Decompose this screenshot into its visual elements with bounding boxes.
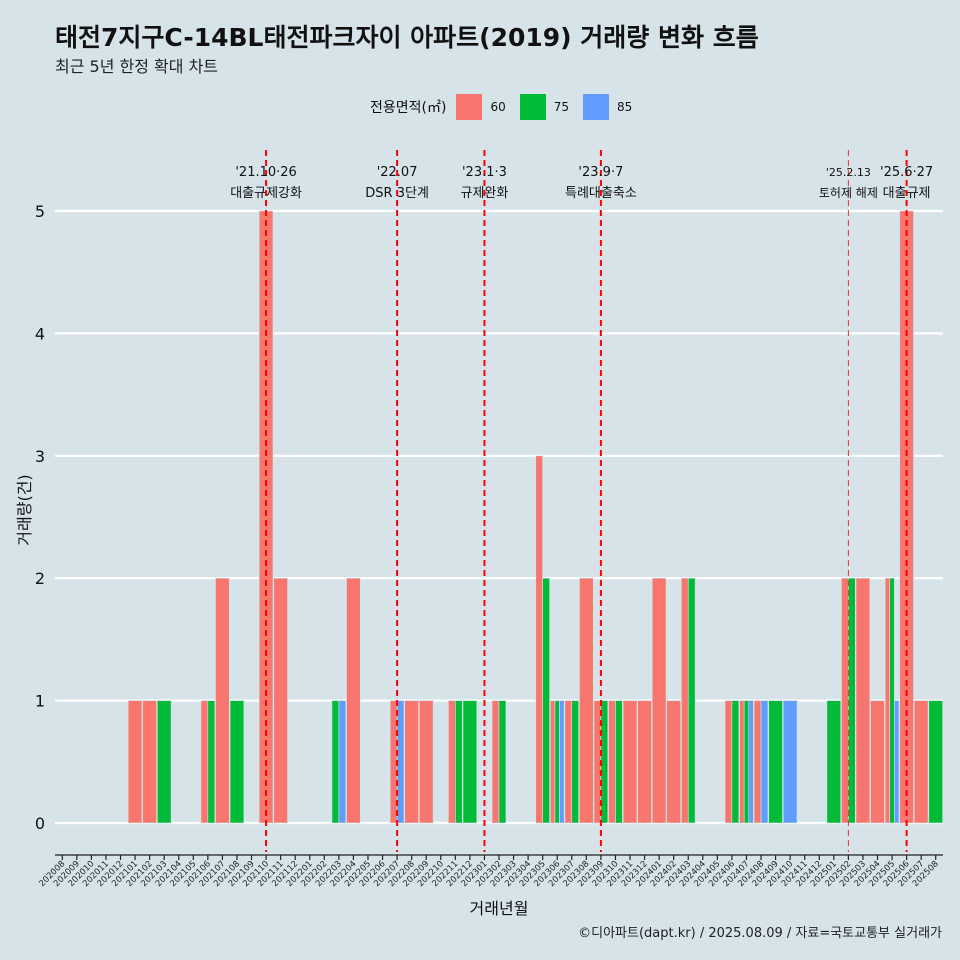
source-caption: ©디아파트(dapt.kr) / 2025.08.09 / 자료=국토교통부 실… <box>578 926 942 941</box>
bar-202102-60 <box>142 700 157 824</box>
legend-item-85: 85 <box>583 93 640 120</box>
bar-202406-75 <box>731 700 740 824</box>
y-tick-label: 0 <box>35 814 45 833</box>
y-axis-title: 거래량(건) <box>15 474 34 545</box>
bar-202407-75 <box>743 700 750 824</box>
bar-202209-60 <box>418 700 434 824</box>
legend-item-75: 75 <box>519 93 577 120</box>
bar-202507-60 <box>913 700 929 824</box>
bar-202204-60 <box>346 577 361 824</box>
legend-swatch-60 <box>456 93 483 120</box>
bar-202302-60 <box>491 700 500 824</box>
event-date-label: '22.07 <box>377 165 418 180</box>
bar-202212-75 <box>462 700 478 824</box>
bar-202203-85 <box>338 700 347 824</box>
y-tick-label: 5 <box>35 202 45 221</box>
event-desc-label: 대출규제 <box>883 186 931 201</box>
bar-202308-60 <box>579 577 594 824</box>
bar-202403-60 <box>681 577 689 824</box>
bar-202310-75 <box>615 700 623 824</box>
bar-202501-75 <box>826 700 842 824</box>
bar-202306-85 <box>559 700 565 824</box>
bar-202408-60 <box>753 700 762 824</box>
event-date-label: '23.1·3 <box>462 165 507 180</box>
y-tick-label: 3 <box>35 447 45 466</box>
bar-202208-60 <box>404 700 419 824</box>
bar-202111-60 <box>273 577 288 824</box>
bar-202502-75 <box>848 577 856 824</box>
bar-202107-60 <box>215 577 230 824</box>
bar-202103-75 <box>156 700 172 824</box>
bar-202305-60 <box>535 455 543 824</box>
event-date-label: '25.2.13 <box>826 166 871 179</box>
legend-label-85: 85 <box>617 99 633 114</box>
legend: 전용면적(㎡) 60 75 85 <box>370 93 646 120</box>
bar-202311-60 <box>622 700 638 824</box>
bar-202309-75 <box>600 700 609 824</box>
bar-202505-60 <box>884 577 891 824</box>
bar-202508-75 <box>928 700 943 824</box>
legend-title: 전용면적(㎡) <box>370 99 447 116</box>
bar-202306-75 <box>554 700 560 824</box>
bar-202307-75 <box>571 700 580 824</box>
event-date-label: '21.10·26 <box>235 165 296 180</box>
y-tick-label: 2 <box>35 569 45 588</box>
bar-202310-60 <box>608 700 616 824</box>
bar-202410-85 <box>782 700 798 824</box>
bar-202409-75 <box>768 700 783 824</box>
event-desc-label: 특례대출축소 <box>565 186 637 201</box>
y-tick-label: 1 <box>35 692 45 711</box>
bar-202307-60 <box>564 700 573 824</box>
event-desc-label: 대출규제강화 <box>230 186 302 201</box>
bar-202106-75 <box>207 700 216 824</box>
bar-202407-60 <box>739 700 745 824</box>
bar-202211-75 <box>455 700 463 824</box>
bar-202211-60 <box>448 700 456 824</box>
bar-202505-75 <box>889 577 895 824</box>
event-desc-label: 토허제 해제 <box>819 186 878 200</box>
chart-title: 태전7지구C-14BL태전파크자이 아파트(2019) 거래량 변화 흐름 <box>55 23 759 52</box>
bar-202203-75 <box>331 700 340 824</box>
event-desc-label: DSR 3단계 <box>365 186 429 201</box>
legend-label-75: 75 <box>553 99 570 114</box>
bar-202305-75 <box>542 577 550 824</box>
event-desc-label: 규제완화 <box>461 186 509 201</box>
bar-202505-85 <box>894 700 900 824</box>
bar-202407-85 <box>748 700 754 824</box>
x-axis-title: 거래년월 <box>470 899 529 918</box>
bar-202401-60 <box>651 577 667 824</box>
bar-202309-60 <box>593 700 602 824</box>
chart-subtitle: 최근 5년 한정 확대 차트 <box>55 57 219 76</box>
bar-202101-60 <box>127 700 143 824</box>
bar-202302-75 <box>498 700 507 824</box>
y-tick-label: 4 <box>35 324 45 343</box>
bar-202402-60 <box>666 700 681 824</box>
event-date-label: '25.6·27 <box>880 165 933 180</box>
bar-202106-60 <box>200 700 209 824</box>
bar-202207-60 <box>389 700 398 824</box>
bar-202306-60 <box>550 700 556 824</box>
legend-label-60: 60 <box>490 99 506 114</box>
legend-item-60: 60 <box>456 93 513 120</box>
bar-202108-75 <box>229 700 245 824</box>
bar-202207-85 <box>396 700 405 824</box>
bar-202503-60 <box>855 577 871 824</box>
bar-202502-60 <box>841 577 849 824</box>
legend-swatch-85 <box>583 93 610 120</box>
event-date-label: '23.9·7 <box>578 165 623 180</box>
bar-202406-60 <box>724 700 733 824</box>
bar-202504-60 <box>870 700 885 824</box>
bar-202312-60 <box>637 700 652 824</box>
bar-202408-85 <box>760 700 769 824</box>
legend-swatch-75 <box>519 93 546 120</box>
bar-202403-75 <box>687 577 696 824</box>
